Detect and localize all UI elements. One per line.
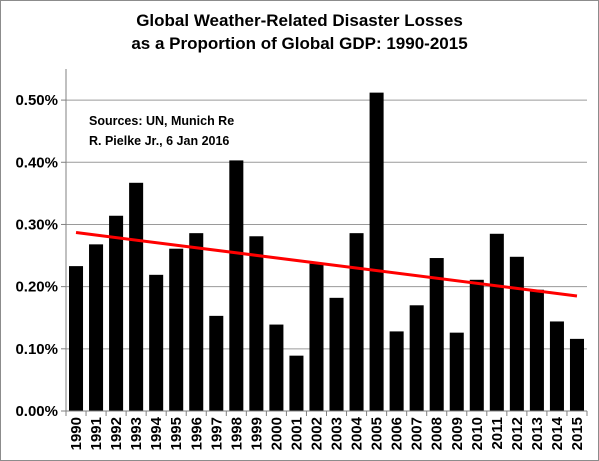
x-tick-label: 2015 (569, 417, 586, 450)
bar-2007 (409, 305, 424, 411)
x-tick-label: 2014 (549, 416, 566, 450)
bar-2014 (549, 321, 564, 411)
chart-title-line2: as a Proportion of Global GDP: 1990-2015 (131, 34, 468, 53)
bar-2004 (349, 233, 364, 411)
x-tick-label: 2003 (329, 417, 346, 450)
x-tick-label: 1991 (88, 417, 105, 450)
x-tick-label: 2012 (509, 417, 526, 450)
trendline (75, 231, 578, 298)
x-tick-label: 1993 (128, 417, 145, 450)
x-tick-label: 1998 (228, 417, 245, 450)
y-tick-labels: 0.00% 0.10% 0.20% 0.30% 0.40% 0.50% (15, 92, 58, 420)
x-tick-label: 2008 (429, 417, 446, 450)
y-tick-label: 0.20% (15, 279, 58, 296)
bar-2010 (469, 279, 484, 411)
x-tick-label: 2004 (349, 416, 366, 450)
bar-1998 (229, 160, 244, 411)
bar-2000 (269, 324, 284, 411)
x-tick-label: 1990 (68, 417, 85, 450)
x-tick-label: 2006 (389, 417, 406, 450)
bar-1991 (89, 244, 104, 411)
bar-2009 (449, 332, 464, 411)
bar-2005 (369, 92, 384, 411)
x-tick-label: 1992 (108, 417, 125, 450)
trendline-group (75, 231, 578, 298)
axes (61, 69, 588, 416)
x-tick-label: 2011 (489, 417, 506, 450)
bar-1995 (169, 248, 184, 411)
bar-1999 (249, 236, 264, 411)
y-tick-label: 0.40% (15, 154, 58, 171)
bar-2002 (309, 263, 324, 411)
bar-1996 (189, 233, 204, 411)
y-tick-label: 0.30% (15, 216, 58, 233)
bar-1997 (209, 315, 224, 411)
bar-2013 (529, 289, 544, 411)
bar-2012 (509, 256, 524, 411)
x-tick-label: 2013 (529, 417, 546, 450)
bar-1993 (129, 182, 144, 411)
chart-title-line1: Global Weather-Related Disaster Losses (136, 11, 463, 30)
bar-2006 (389, 331, 404, 411)
x-tick-label: 2007 (409, 417, 426, 450)
bar-2001 (289, 355, 304, 411)
x-tick-label: 1994 (148, 416, 165, 450)
x-tick-label: 1996 (188, 417, 205, 450)
x-tick-label: 2002 (308, 417, 325, 450)
source-line: Sources: UN, Munich Re (89, 114, 235, 128)
bar-1990 (69, 266, 84, 411)
y-tick-label: 0.10% (15, 341, 58, 358)
bar-1992 (109, 215, 124, 411)
y-tick-label: 0.00% (15, 403, 58, 420)
x-tick-label: 2001 (288, 417, 305, 450)
bar-2011 (489, 233, 504, 411)
author-line: R. Pielke Jr., 6 Jan 2016 (89, 134, 230, 148)
x-tick-label: 2000 (268, 417, 285, 450)
bar-2015 (569, 338, 584, 411)
chart-title: Global Weather-Related Disaster Losses a… (1, 9, 598, 55)
x-tick-label: 1997 (208, 417, 225, 450)
source-annotation: Sources: UN, Munich Re R. Pielke Jr., 6 … (89, 111, 234, 151)
bar-1994 (149, 274, 164, 411)
x-tick-label: 2009 (449, 417, 466, 450)
x-tick-labels: 1990 1991 1992 1993 1994 1995 1996 1997 1998 1999… (68, 416, 586, 450)
bar-2003 (329, 297, 344, 411)
x-tick-label: 1999 (248, 417, 265, 450)
x-tick-label: 2010 (469, 417, 486, 450)
y-tick-label: 0.50% (15, 92, 58, 109)
x-tick-label: 2005 (369, 417, 386, 450)
x-tick-label: 1995 (168, 417, 185, 450)
bar-2008 (429, 258, 444, 411)
